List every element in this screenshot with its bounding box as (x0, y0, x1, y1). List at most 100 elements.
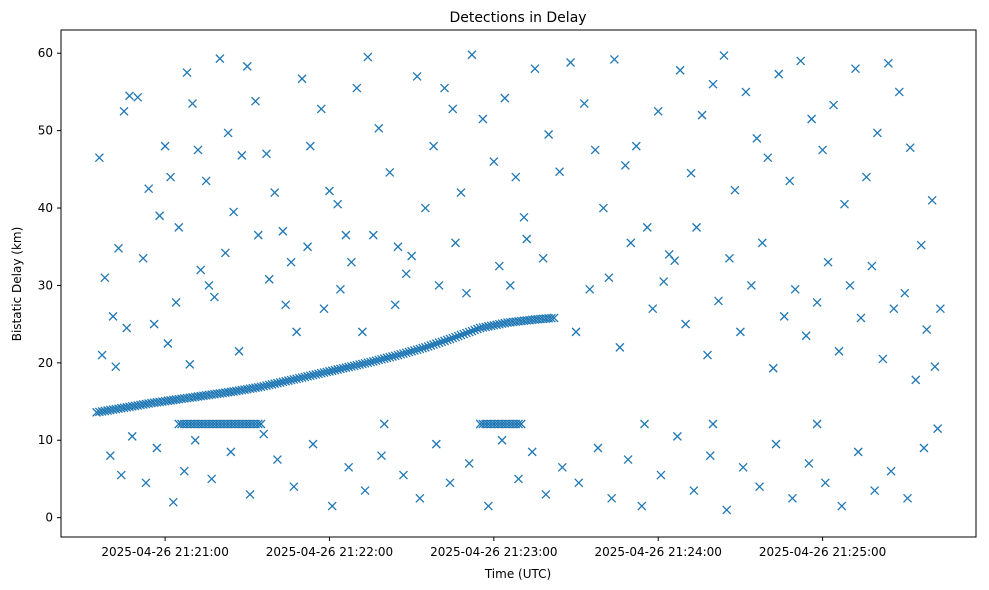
data-point (851, 64, 860, 74)
data-point (382, 353, 392, 363)
data-point (281, 300, 291, 310)
data-point (294, 373, 304, 383)
data-point (467, 50, 477, 60)
data-point (812, 419, 822, 429)
data-point (396, 349, 406, 359)
data-point (889, 304, 899, 314)
data-point (492, 320, 502, 330)
data-point (489, 157, 499, 167)
data-point (352, 360, 362, 370)
data-point (363, 52, 373, 62)
data-point (519, 212, 529, 222)
data-point (163, 339, 173, 348)
data-point (640, 419, 649, 429)
data-point (566, 58, 576, 67)
data-point (262, 381, 271, 391)
data-point (363, 358, 373, 368)
data-point (453, 331, 463, 341)
data-point (292, 374, 302, 384)
data-point (420, 203, 430, 213)
data-point (845, 280, 855, 290)
data-point (916, 240, 926, 250)
data-point (738, 462, 748, 472)
data-point (497, 319, 507, 329)
data-point (341, 230, 351, 240)
data-point (590, 145, 600, 155)
data-point (598, 203, 608, 213)
data-point (357, 327, 367, 337)
data-point (648, 304, 658, 314)
data-point (894, 87, 904, 97)
data-point (771, 439, 781, 449)
data-point (398, 470, 408, 480)
y-axis-ticks: 0 10 20 30 40 50 60 (38, 46, 61, 525)
data-point (431, 439, 441, 449)
data-point (223, 128, 233, 138)
data-point (530, 64, 540, 74)
data-point (193, 145, 203, 155)
data-point (305, 141, 315, 151)
data-point (922, 325, 932, 335)
data-point (259, 429, 269, 439)
data-point (377, 451, 386, 461)
data-point (144, 184, 154, 194)
y-tick-label: 20 (38, 356, 53, 370)
x-axis-label: Time (UTC) (484, 567, 551, 581)
data-point (637, 501, 647, 511)
data-point (486, 321, 496, 331)
data-point (97, 350, 107, 360)
data-point (404, 347, 414, 357)
data-point (511, 172, 521, 182)
data-point (516, 419, 526, 429)
data-point (393, 242, 403, 252)
data-point (837, 501, 847, 511)
data-point (623, 455, 633, 465)
data-point (368, 356, 378, 366)
data-point (278, 377, 288, 387)
data-point (368, 230, 378, 240)
data-point (607, 493, 617, 503)
data-point (429, 340, 439, 350)
data-point (360, 486, 370, 496)
data-point (746, 280, 756, 290)
data-point (333, 365, 343, 374)
data-point (133, 92, 143, 102)
data-point (286, 375, 296, 385)
data-point (256, 419, 266, 429)
data-point (459, 329, 469, 339)
data-point (615, 342, 625, 352)
data-point (571, 327, 581, 337)
data-point (741, 87, 751, 97)
data-point (366, 357, 376, 367)
data-point (626, 238, 636, 248)
y-tick-label: 50 (38, 124, 53, 138)
data-point (735, 327, 745, 337)
data-point (483, 321, 493, 331)
data-point (935, 304, 945, 314)
data-point (478, 114, 488, 124)
data-point (807, 114, 817, 124)
data-point (659, 277, 669, 287)
data-point (325, 186, 334, 196)
data-point (481, 322, 491, 332)
data-point (823, 257, 833, 267)
data-point (872, 128, 882, 138)
data-point (527, 447, 537, 457)
data-point (445, 478, 455, 488)
data-point (385, 167, 395, 177)
data-point (327, 366, 337, 376)
data-point (415, 344, 425, 354)
data-point (451, 332, 460, 342)
data-point (237, 150, 247, 160)
data-point (689, 486, 699, 496)
data-point (818, 145, 828, 155)
data-point (870, 486, 880, 496)
data-point (420, 342, 430, 352)
data-point (322, 367, 332, 377)
y-tick-label: 10 (38, 433, 53, 447)
chart-title: Detections in Delay (449, 10, 586, 26)
data-point (108, 311, 118, 321)
data-point (768, 363, 778, 373)
data-point (111, 362, 121, 372)
data-point (752, 133, 762, 143)
